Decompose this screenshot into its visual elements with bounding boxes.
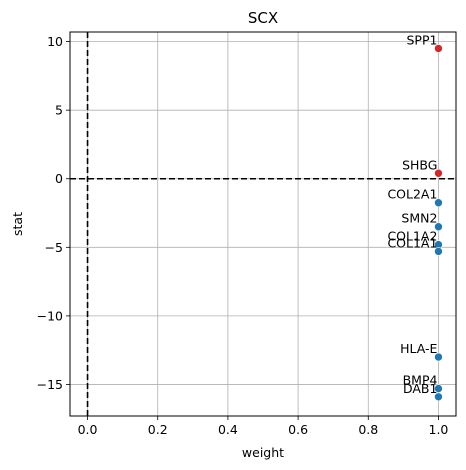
point-label: BMP4 (403, 373, 438, 388)
y-tick-label: 10 (47, 34, 63, 49)
data-point (434, 352, 443, 362)
y-tick-label: −15 (37, 377, 63, 392)
point-label: SMN2 (401, 211, 437, 226)
x-tick-label: 0.0 (78, 422, 98, 437)
x-tick-label: 0.6 (288, 422, 308, 437)
point-label: HLA-E (400, 341, 437, 356)
data-point (434, 247, 443, 256)
y-tick-label: −5 (45, 240, 63, 255)
reference-lines (70, 32, 456, 416)
x-axis-label: weight (242, 445, 284, 460)
point-label: COL1A1 (387, 235, 437, 250)
data-point (434, 198, 443, 208)
chart-title: SCX (248, 9, 278, 27)
data-point (434, 392, 443, 402)
point-label: DAB1 (403, 381, 438, 396)
y-tick-label: 5 (55, 103, 63, 118)
point-label: SPP1 (406, 32, 437, 47)
data-point (434, 168, 443, 178)
point-label: COL2A1 (387, 187, 437, 202)
data-point (434, 44, 443, 53)
x-tick-label: 0.2 (148, 422, 168, 437)
y-tick-label: −10 (37, 308, 63, 323)
x-tick-label: 0.8 (358, 422, 378, 437)
point-label: SHBG (402, 157, 437, 172)
x-tick-label: 0.4 (218, 422, 238, 437)
grid-lines (70, 32, 456, 416)
x-tick-label: 1.0 (429, 422, 449, 437)
axis-ticks: 0.0 0.2 0.4 0.6 0.8 1.0 −15 −10 −5 0 5 10 (37, 34, 449, 437)
point-label: COL1A2 (387, 229, 437, 244)
y-axis-label: stat (10, 212, 25, 236)
data-points (434, 44, 443, 402)
y-tick-label: 0 (55, 171, 63, 186)
data-point (434, 222, 443, 232)
plot-frame (69, 31, 457, 417)
